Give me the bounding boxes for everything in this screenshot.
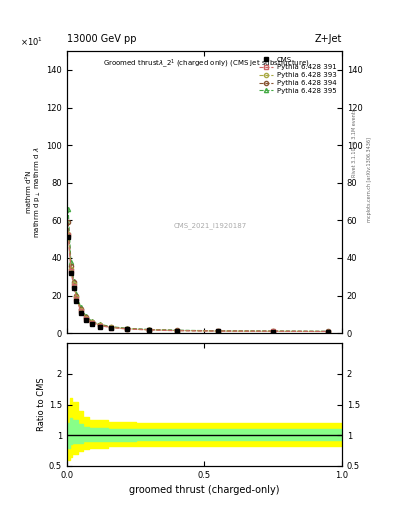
Text: $\times 10^1$: $\times 10^1$ — [20, 36, 43, 48]
Text: CMS_2021_I1920187: CMS_2021_I1920187 — [173, 223, 246, 229]
Text: Z+Jet: Z+Jet — [314, 33, 342, 44]
Text: 13000 GeV pp: 13000 GeV pp — [67, 33, 136, 44]
Y-axis label: mathrm d²N
mathrm d p$_\perp$ mathrm d $\lambda$: mathrm d²N mathrm d p$_\perp$ mathrm d $… — [26, 146, 43, 238]
X-axis label: groomed thrust (charged-only): groomed thrust (charged-only) — [129, 485, 279, 495]
Legend: CMS, Pythia 6.428 391, Pythia 6.428 393, Pythia 6.428 394, Pythia 6.428 395: CMS, Pythia 6.428 391, Pythia 6.428 393,… — [257, 55, 338, 96]
Y-axis label: Ratio to CMS: Ratio to CMS — [37, 378, 46, 432]
Text: mcplots.cern.ch [arXiv:1306.3436]: mcplots.cern.ch [arXiv:1306.3436] — [367, 137, 373, 222]
Text: Groomed thrust$\lambda\_2^1$ (charged only) (CMS jet substructure): Groomed thrust$\lambda\_2^1$ (charged on… — [103, 57, 309, 70]
Text: Rivet 3.1.10, ≥ 3.1M events: Rivet 3.1.10, ≥ 3.1M events — [352, 109, 357, 178]
